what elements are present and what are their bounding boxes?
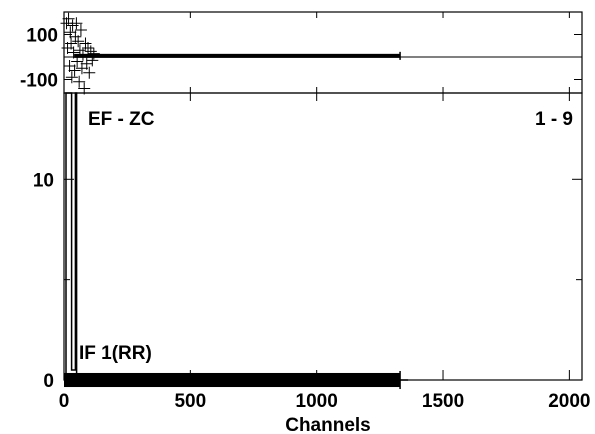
y-tick-label-bottom: 10 — [33, 170, 54, 191]
x-axis-title: Channels — [285, 415, 371, 434]
annotation-title: EF - ZC — [88, 109, 155, 130]
top-residual-band — [74, 53, 401, 58]
top-point — [62, 12, 75, 25]
top-panel-residuals — [60, 12, 582, 95]
annotation-fit-label: IF 1(RR) — [79, 343, 152, 364]
bottom-panel-spectrum — [64, 92, 409, 390]
x-tick-label: 2000 — [548, 391, 590, 412]
top-point — [67, 46, 80, 59]
top-point — [87, 47, 100, 60]
top-point — [78, 82, 91, 95]
bottom-plot-frame — [63, 92, 583, 381]
top-point — [70, 17, 83, 30]
top-point — [65, 71, 78, 84]
y-tick-label-top: 100 — [26, 26, 58, 47]
annotation-range: 1 - 9 — [535, 109, 573, 130]
axes-ticks: 0 500 1000 1500 2000 0 10 100 -100 — [20, 12, 591, 412]
x-tick-label: 500 — [174, 391, 206, 412]
top-point — [73, 75, 86, 88]
y-tick-label-top: -100 — [20, 71, 58, 92]
top-point — [80, 57, 93, 70]
x-tick-label: 1000 — [296, 391, 338, 412]
top-point — [71, 55, 84, 68]
y-tick-label-bottom: 0 — [43, 371, 54, 392]
top-point — [74, 24, 87, 36]
top-point — [86, 54, 99, 67]
top-point — [76, 48, 89, 61]
x-tick-label: 0 — [59, 391, 70, 412]
top-point — [68, 64, 81, 77]
top-point — [65, 37, 78, 50]
top-point — [84, 45, 97, 58]
top-point — [82, 42, 95, 54]
top-point — [72, 35, 85, 48]
spectrum-line — [64, 92, 401, 381]
top-plot-frame — [63, 11, 583, 94]
bottom-data-band — [64, 372, 401, 388]
top-point — [83, 66, 96, 79]
x-tick-label: 1500 — [422, 391, 464, 412]
